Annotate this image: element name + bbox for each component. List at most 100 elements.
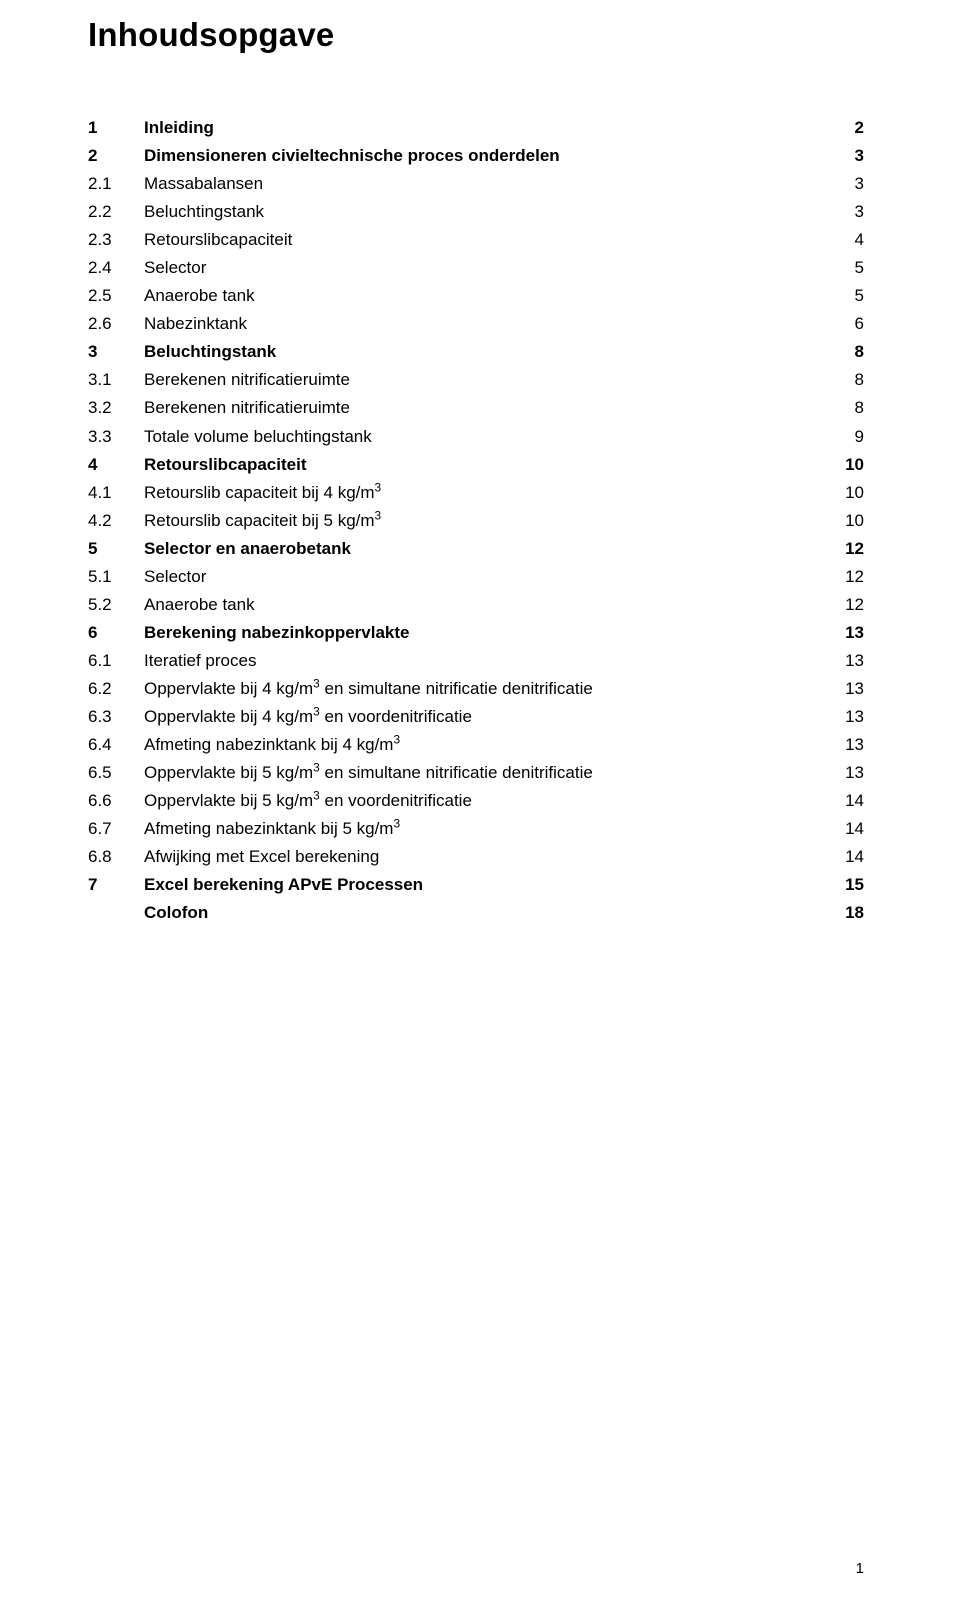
toc-entry-number: 2.1 (88, 170, 144, 198)
toc-entry: 2.1Massabalansen3 (88, 170, 864, 198)
toc-entry-page: 3 (828, 198, 864, 226)
toc-entry-page: 10 (828, 479, 864, 507)
toc-entry: 6.2Oppervlakte bij 4 kg/m3 en simultane … (88, 675, 864, 703)
toc-entry-label: Beluchtingstank (144, 338, 828, 366)
page-number: 1 (856, 1560, 864, 1577)
toc-entry: 4.1Retourslib capaciteit bij 4 kg/m310 (88, 479, 864, 507)
toc-entry: 2.4Selector5 (88, 254, 864, 282)
toc-entry-label: Nabezinktank (144, 310, 828, 338)
toc-entry: 3.3Totale volume beluchtingstank9 (88, 423, 864, 451)
toc-entry-number: 5 (88, 535, 144, 563)
toc-entry-page: 13 (828, 619, 864, 647)
toc-entry-label: Retourslibcapaciteit (144, 451, 828, 479)
toc-entry: 6.5Oppervlakte bij 5 kg/m3 en simultane … (88, 759, 864, 787)
toc-entry-number: 2.4 (88, 254, 144, 282)
toc-entry-number: 6.5 (88, 759, 144, 787)
toc-entry: 5.2Anaerobe tank12 (88, 591, 864, 619)
toc-entry: 6.3Oppervlakte bij 4 kg/m3 en voordenitr… (88, 703, 864, 731)
toc-entry: 2Dimensioneren civieltechnische proces o… (88, 142, 864, 170)
toc-entry: 6Berekening nabezinkoppervlakte13 (88, 619, 864, 647)
toc-entry: 7Excel berekening APvE Processen15 (88, 871, 864, 899)
toc-entry-number: 6.4 (88, 731, 144, 759)
toc-entry: 3.2Berekenen nitrificatieruimte8 (88, 394, 864, 422)
toc-entry: 4Retourslibcapaciteit10 (88, 451, 864, 479)
toc-entry-label: Excel berekening APvE Processen (144, 871, 828, 899)
toc-entry-label: Oppervlakte bij 5 kg/m3 en simultane nit… (144, 759, 828, 787)
toc-entry: 2.2Beluchtingstank3 (88, 198, 864, 226)
toc-entry-label: Anaerobe tank (144, 591, 828, 619)
toc-entry-number: 4.1 (88, 479, 144, 507)
toc-entry-page: 3 (828, 170, 864, 198)
toc-entry-number: 5.1 (88, 563, 144, 591)
toc-entry-label: Selector (144, 563, 828, 591)
page-title: Inhoudsopgave (88, 16, 864, 54)
toc-entry-page: 5 (828, 254, 864, 282)
toc-entry-page: 8 (828, 394, 864, 422)
toc-entry-page: 2 (828, 114, 864, 142)
toc-entry-page: 5 (828, 282, 864, 310)
toc-entry-number: 4.2 (88, 507, 144, 535)
toc-entry-number: 6.6 (88, 787, 144, 815)
toc-entry-number: 2.3 (88, 226, 144, 254)
toc-entry-page: 8 (828, 366, 864, 394)
toc-entry-label: Retourslib capaciteit bij 4 kg/m3 (144, 479, 828, 507)
toc-entry-number: 6.8 (88, 843, 144, 871)
toc-entry-label: Dimensioneren civieltechnische proces on… (144, 142, 828, 170)
toc-entry-label: Afwijking met Excel berekening (144, 843, 828, 871)
toc-entry-label: Anaerobe tank (144, 282, 828, 310)
toc-entry: 6.8Afwijking met Excel berekening14 (88, 843, 864, 871)
toc-entry-number: 3.2 (88, 394, 144, 422)
toc-entry-page: 13 (828, 731, 864, 759)
toc-entry-label: Oppervlakte bij 5 kg/m3 en voordenitrifi… (144, 787, 828, 815)
toc-entry: 3Beluchtingstank8 (88, 338, 864, 366)
toc-entry: 1Inleiding2 (88, 114, 864, 142)
toc-entry-number: 1 (88, 114, 144, 142)
toc-entry: 6.4Afmeting nabezinktank bij 4 kg/m313 (88, 731, 864, 759)
toc-entry: 3.1Berekenen nitrificatieruimte8 (88, 366, 864, 394)
page: Inhoudsopgave 1Inleiding22Dimensioneren … (0, 0, 960, 1605)
toc-entry-number: 6 (88, 619, 144, 647)
toc-entry-page: 13 (828, 647, 864, 675)
toc-entry-label: Oppervlakte bij 4 kg/m3 en simultane nit… (144, 675, 828, 703)
toc-entry-page: 10 (828, 451, 864, 479)
toc-entry-page: 9 (828, 423, 864, 451)
toc-entry: 2.3Retourslibcapaciteit4 (88, 226, 864, 254)
toc-entry-label: Massabalansen (144, 170, 828, 198)
toc-entry-number: 2 (88, 142, 144, 170)
toc-entry-number: 6.1 (88, 647, 144, 675)
toc-entry-label: Selector (144, 254, 828, 282)
toc-entry-page: 14 (828, 815, 864, 843)
toc-entry-label: Afmeting nabezinktank bij 5 kg/m3 (144, 815, 828, 843)
toc-entry-page: 13 (828, 675, 864, 703)
toc-entry-label: Berekenen nitrificatieruimte (144, 394, 828, 422)
toc-entry: 6.6Oppervlakte bij 5 kg/m3 en voordenitr… (88, 787, 864, 815)
toc-entry: 2.6Nabezinktank6 (88, 310, 864, 338)
toc-entry-label: Iteratief proces (144, 647, 828, 675)
toc-entry-label: Retourslib capaciteit bij 5 kg/m3 (144, 507, 828, 535)
toc-entry-page: 13 (828, 759, 864, 787)
toc-entry-label: Oppervlakte bij 4 kg/m3 en voordenitrifi… (144, 703, 828, 731)
toc-entry-number: 6.3 (88, 703, 144, 731)
toc-entry-label: Totale volume beluchtingstank (144, 423, 828, 451)
toc-entry-page: 18 (828, 899, 864, 927)
toc-entry-label: Inleiding (144, 114, 828, 142)
toc-entry-number: 3.3 (88, 423, 144, 451)
toc-entry-page: 10 (828, 507, 864, 535)
toc-entry-page: 15 (828, 871, 864, 899)
toc-entry: 2.5Anaerobe tank5 (88, 282, 864, 310)
toc-entry-number: 2.5 (88, 282, 144, 310)
toc-entry-page: 8 (828, 338, 864, 366)
toc-entry-number: 4 (88, 451, 144, 479)
toc-entry-page: 6 (828, 310, 864, 338)
toc-entry-page: 14 (828, 787, 864, 815)
toc-entry-page: 12 (828, 563, 864, 591)
toc-entry-page: 12 (828, 535, 864, 563)
toc-entry: 5.1Selector12 (88, 563, 864, 591)
toc-entry-number: 7 (88, 871, 144, 899)
toc-entry-number: 3.1 (88, 366, 144, 394)
toc-entry-label: Retourslibcapaciteit (144, 226, 828, 254)
toc-entry: 6.7Afmeting nabezinktank bij 5 kg/m314 (88, 815, 864, 843)
toc-entry-page: 3 (828, 142, 864, 170)
toc-entry-label: Colofon (144, 899, 828, 927)
toc-entry-page: 14 (828, 843, 864, 871)
